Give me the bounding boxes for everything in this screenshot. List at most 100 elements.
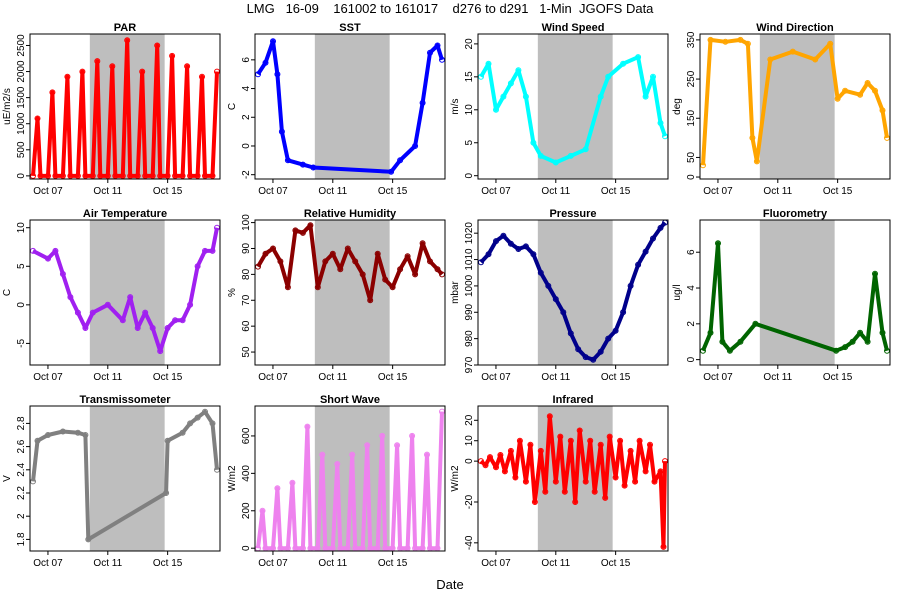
par-xtick-label: Oct 11	[93, 186, 122, 197]
infrared-frame	[477, 405, 669, 552]
relative-humidity-point	[359, 271, 366, 278]
transmissometer-xtick-label: Oct 15	[153, 558, 183, 569]
par-series-line	[31, 38, 219, 178]
relative-humidity-point	[434, 266, 441, 273]
pressure-xtick-label: Oct 15	[601, 372, 631, 383]
sst-ytick-label: -2	[241, 170, 252, 179]
transmissometer-ytick-label: 2.4	[16, 462, 27, 476]
par-point	[149, 172, 156, 179]
fluorometry-ylabel: ug/l	[672, 284, 683, 300]
par-point	[45, 172, 51, 179]
wind-speed-point	[597, 93, 604, 100]
pressure-point	[582, 354, 589, 361]
infrared-point	[546, 413, 553, 420]
infrared-point	[567, 437, 574, 444]
short-wave-point	[259, 507, 266, 514]
short-wave-point	[409, 432, 416, 439]
transmissometer-point	[202, 408, 208, 415]
relative-humidity-ytick-label: 90	[241, 242, 252, 254]
par-point	[82, 172, 89, 179]
short-wave-point	[349, 451, 356, 458]
panel-relative-humidity: Relative Humidity 50 60 70 80 90 100 Oct 07 Oct …	[227, 208, 446, 383]
panel-fluorometry: Fluorometry 0 2 4 6 Oct 07 Oct 11 Oct 15 ug/l	[672, 208, 891, 383]
wind-speed-point	[620, 60, 627, 67]
short-wave-frame	[254, 405, 446, 552]
wind-speed-point	[650, 73, 656, 80]
infrared-ytick-label: 0	[464, 458, 475, 464]
relative-humidity-point	[337, 266, 344, 273]
pressure-point	[575, 346, 582, 353]
wind-direction-ytick-label: 350	[686, 31, 697, 48]
pressure-ytick-label: 970	[464, 356, 475, 373]
pressure-ylabel: mbar	[450, 280, 461, 303]
wind-direction-point	[722, 38, 729, 45]
short-wave-ytick-label: 400	[241, 465, 252, 482]
infrared-point	[642, 468, 649, 475]
wind-speed-ytick-label: 20	[464, 38, 475, 50]
wind-speed-point	[635, 54, 642, 61]
short-wave-point	[304, 423, 311, 430]
relative-humidity-point	[262, 250, 269, 257]
wind-speed-xtick-label: Oct 07	[481, 186, 511, 197]
relative-humidity-point	[367, 297, 374, 304]
par-point	[59, 172, 66, 179]
pressure-xtick-label: Oct 11	[541, 372, 570, 383]
air-temperature-ylabel: C	[2, 289, 13, 296]
relative-humidity-point	[284, 284, 291, 291]
panel-transmissometer: Transmissometer 1.8 2 2.2 2.4 2.6 2.8 Oct 07 Oct…	[2, 394, 221, 569]
air-temperature-point	[59, 271, 66, 277]
sst-point	[419, 99, 426, 106]
short-wave-point	[334, 461, 341, 467]
sst-point	[278, 128, 285, 135]
par-ytick-label: 1000	[16, 112, 27, 135]
relative-humidity-ytick-label: 50	[241, 346, 252, 358]
sst-point	[388, 168, 395, 175]
relative-humidity-point	[389, 284, 396, 291]
par-point	[134, 172, 141, 179]
air-temperature-point	[194, 263, 201, 270]
fluorometry-frame	[699, 219, 891, 366]
transmissometer-point	[45, 432, 51, 438]
pressure-point	[500, 232, 507, 239]
infrared-xtick-label: Oct 07	[481, 558, 511, 569]
wind-direction-frame	[699, 33, 891, 180]
air-temperature-point	[45, 255, 51, 262]
sst-point	[397, 157, 404, 164]
relative-humidity-point	[344, 245, 351, 252]
panel-pressure: Pressure 970 980 990 1000 1010 1020 Oct 07 Oct 1…	[450, 208, 669, 383]
wind-speed-frame	[477, 33, 669, 180]
infrared-point	[542, 488, 549, 495]
relative-humidity-point	[352, 258, 359, 265]
par-point	[79, 68, 86, 75]
infrared-point	[482, 462, 489, 469]
infrared-point	[501, 468, 508, 475]
fluorometry-xtick-label: Oct 07	[703, 372, 733, 383]
infrared-point	[493, 464, 499, 471]
sst-shaded-region	[314, 34, 390, 179]
infrared-point	[602, 494, 609, 501]
wind-speed-point	[537, 152, 544, 159]
sst-ytick-label: 4	[241, 85, 252, 91]
par-ylabel: uE/m2/s	[2, 88, 13, 125]
short-wave-point	[424, 451, 430, 458]
fluorometry-point	[864, 338, 871, 345]
par-point	[94, 58, 101, 65]
pressure-point	[537, 269, 544, 276]
sst-title: SST	[339, 22, 361, 34]
relative-humidity-point	[382, 276, 389, 283]
fluorometry-point	[842, 344, 849, 351]
pressure-point	[642, 248, 649, 255]
wind-direction-ytick-label: 250	[686, 70, 697, 87]
figure-title: LMG 16-09 161002 to 161017 d276 to d291 …	[246, 1, 654, 16]
wind-direction-point	[749, 134, 756, 141]
wind-direction-point	[767, 56, 774, 63]
relative-humidity-ytick-label: 70	[241, 294, 252, 306]
infrared-point	[617, 437, 624, 444]
transmissometer-point	[209, 420, 216, 427]
wind-speed-point	[642, 93, 649, 100]
fluorometry-xtick-label: Oct 15	[823, 372, 853, 383]
sst-xtick-label: Oct 07	[258, 186, 288, 197]
sst-ylabel: C	[227, 103, 238, 110]
par-xtick-label: Oct 15	[153, 186, 183, 197]
